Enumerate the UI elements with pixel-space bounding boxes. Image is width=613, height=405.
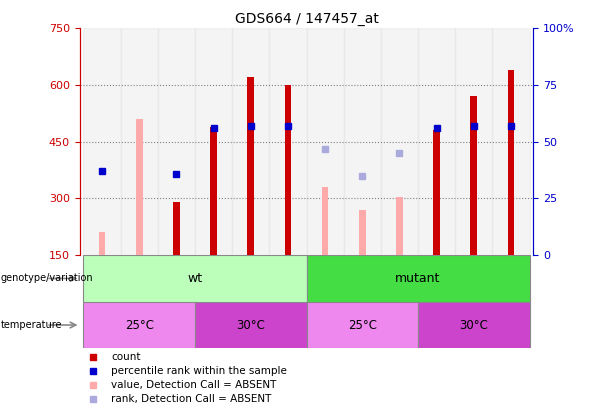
- Bar: [455, 28, 492, 255]
- Bar: [195, 28, 232, 255]
- Bar: [396, 196, 403, 255]
- Bar: [83, 302, 195, 348]
- Text: percentile rank within the sample: percentile rank within the sample: [112, 366, 287, 376]
- Bar: [322, 187, 329, 255]
- Bar: [210, 127, 217, 255]
- Bar: [306, 28, 344, 255]
- Text: 25°C: 25°C: [348, 318, 377, 332]
- Bar: [508, 70, 514, 255]
- Text: temperature: temperature: [1, 320, 62, 330]
- Bar: [83, 255, 306, 302]
- Bar: [136, 119, 143, 255]
- Text: mutant: mutant: [395, 272, 441, 285]
- Bar: [173, 202, 180, 255]
- Text: 25°C: 25°C: [124, 318, 154, 332]
- Bar: [344, 28, 381, 255]
- Bar: [306, 255, 530, 302]
- Bar: [195, 302, 306, 348]
- Bar: [359, 210, 365, 255]
- Bar: [306, 302, 418, 348]
- Bar: [158, 28, 195, 255]
- Bar: [121, 28, 158, 255]
- Bar: [492, 28, 530, 255]
- Text: 30°C: 30°C: [236, 318, 265, 332]
- Bar: [269, 28, 306, 255]
- Text: rank, Detection Call = ABSENT: rank, Detection Call = ABSENT: [112, 394, 272, 404]
- Bar: [99, 232, 105, 255]
- Text: count: count: [112, 352, 141, 362]
- Title: GDS664 / 147457_at: GDS664 / 147457_at: [235, 12, 378, 26]
- Text: value, Detection Call = ABSENT: value, Detection Call = ABSENT: [112, 380, 277, 390]
- Bar: [248, 77, 254, 255]
- Bar: [418, 302, 530, 348]
- Text: wt: wt: [188, 272, 202, 285]
- Text: genotype/variation: genotype/variation: [1, 273, 93, 283]
- Bar: [418, 28, 455, 255]
- Bar: [470, 96, 477, 255]
- Text: 30°C: 30°C: [459, 318, 489, 332]
- Bar: [433, 130, 440, 255]
- Bar: [83, 28, 121, 255]
- Bar: [381, 28, 418, 255]
- Bar: [284, 85, 291, 255]
- Bar: [232, 28, 269, 255]
